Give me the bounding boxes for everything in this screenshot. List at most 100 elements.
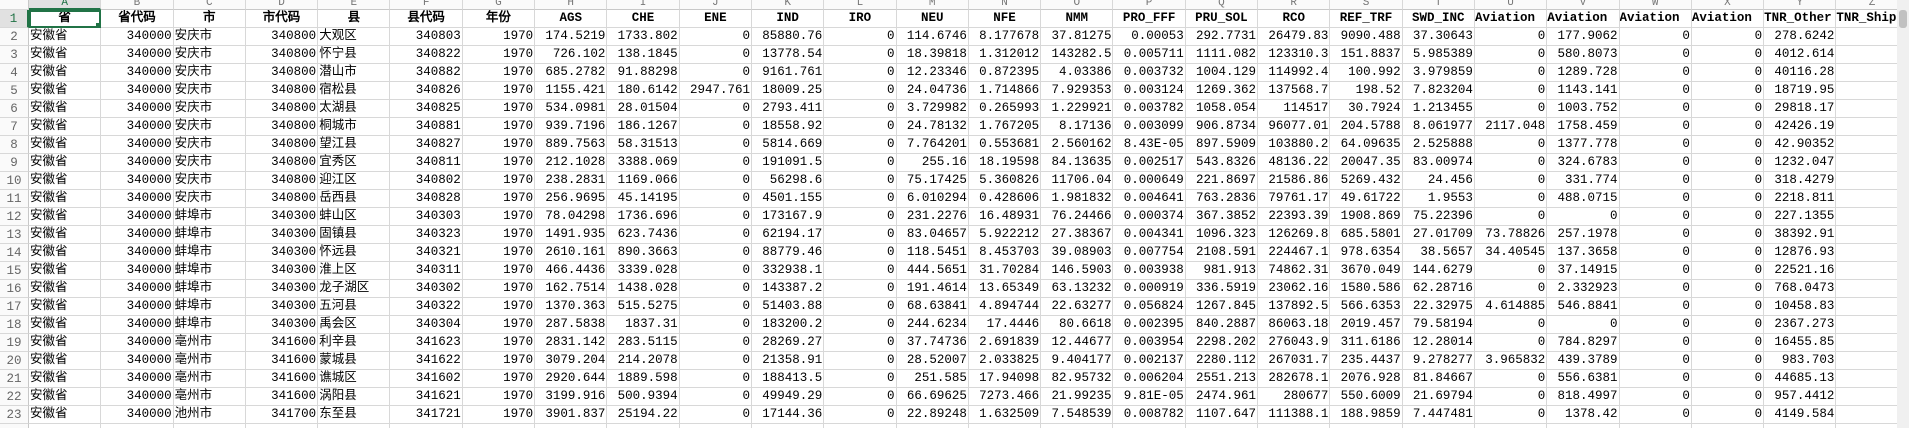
cell-U9[interactable]: 0: [1474, 154, 1548, 172]
cell-F16[interactable]: 340302: [390, 280, 463, 298]
column-header-Q[interactable]: Q: [1185, 0, 1259, 10]
cell-Y19[interactable]: 16455.85: [1764, 334, 1837, 352]
cell-I7[interactable]: 186.1267: [607, 118, 680, 136]
cell-B5[interactable]: 340000: [101, 82, 174, 100]
cell-G19[interactable]: 1970: [462, 334, 536, 352]
cell-J5[interactable]: 2947.761: [679, 82, 752, 100]
cell-A19[interactable]: 安徽省: [29, 334, 102, 352]
cell-P10[interactable]: 0.000649: [1113, 172, 1186, 190]
cell-X7[interactable]: 0: [1691, 118, 1765, 136]
cell-A8[interactable]: 安徽省: [29, 136, 102, 154]
cell-O15[interactable]: 146.5903: [1041, 262, 1114, 280]
cell-J10[interactable]: 0: [679, 172, 752, 190]
cell-A4[interactable]: 安徽省: [29, 64, 102, 82]
cell-U7[interactable]: 2117.048: [1474, 118, 1548, 136]
cell-B10[interactable]: 340000: [101, 172, 174, 190]
cell-V16[interactable]: 2.332923: [1547, 280, 1620, 298]
cell-E9[interactable]: 宜秀区: [318, 154, 391, 172]
cell-Y17[interactable]: 10458.83: [1764, 298, 1837, 316]
cell-Z23[interactable]: 0: [1836, 406, 1897, 424]
cell[interactable]: [29, 424, 102, 428]
cell-A6[interactable]: 安徽省: [29, 100, 102, 118]
cell-B4[interactable]: 340000: [101, 64, 174, 82]
cell-P9[interactable]: 0.002517: [1113, 154, 1186, 172]
cell-G16[interactable]: 1970: [462, 280, 536, 298]
cell-K6[interactable]: 2793.411: [751, 100, 825, 118]
cell-D8[interactable]: 340800: [245, 136, 319, 154]
cell-N7[interactable]: 1.767205: [968, 118, 1042, 136]
row-number[interactable]: 23: [0, 406, 29, 424]
cell-R14[interactable]: 224467.1: [1258, 244, 1331, 262]
row-number[interactable]: 12: [0, 208, 29, 226]
cell-G9[interactable]: 1970: [462, 154, 536, 172]
cell-N18[interactable]: 17.4446: [968, 316, 1042, 334]
cell-E6[interactable]: 太湖县: [318, 100, 391, 118]
cell[interactable]: [752, 424, 825, 428]
cell-H5[interactable]: 1155.421: [535, 82, 608, 100]
cell-L9[interactable]: 0: [824, 154, 897, 172]
cell-J16[interactable]: 0: [679, 280, 752, 298]
cell-H4[interactable]: 685.2782: [535, 64, 608, 82]
cell-U5[interactable]: 0: [1474, 82, 1548, 100]
cell-Z8[interactable]: 0: [1836, 136, 1897, 154]
cell-K23[interactable]: 17144.36: [751, 406, 825, 424]
cell-J17[interactable]: 0: [679, 298, 752, 316]
cell-O10[interactable]: 11706.04: [1041, 172, 1114, 190]
column-header-H[interactable]: H: [535, 0, 608, 10]
cell-N12[interactable]: 16.48931: [968, 208, 1042, 226]
cell-K14[interactable]: 88779.46: [751, 244, 825, 262]
cell-B6[interactable]: 340000: [101, 100, 174, 118]
cell-M18[interactable]: 244.6234: [896, 316, 969, 334]
cell-R2[interactable]: 26479.83: [1258, 28, 1331, 46]
cell-A11[interactable]: 安徽省: [29, 190, 102, 208]
cell-I12[interactable]: 1736.696: [607, 208, 680, 226]
cell-I5[interactable]: 180.6142: [607, 82, 680, 100]
cell-I9[interactable]: 3388.069: [607, 154, 680, 172]
cell[interactable]: [1836, 424, 1897, 428]
cell-O19[interactable]: 12.44677: [1041, 334, 1114, 352]
cell-H16[interactable]: 162.7514: [535, 280, 608, 298]
cell-N14[interactable]: 8.453703: [968, 244, 1042, 262]
header-cell-N[interactable]: NFE: [968, 10, 1042, 28]
cell-P5[interactable]: 0.003124: [1113, 82, 1186, 100]
column-header-X[interactable]: X: [1691, 0, 1765, 10]
cell-T2[interactable]: 37.30643: [1402, 28, 1475, 46]
cell-Q7[interactable]: 906.8734: [1185, 118, 1259, 136]
cell-I14[interactable]: 890.3663: [607, 244, 680, 262]
cell-A16[interactable]: 安徽省: [29, 280, 102, 298]
cell-K11[interactable]: 4501.155: [751, 190, 825, 208]
column-header-Z[interactable]: Z: [1836, 0, 1897, 10]
cell-B2[interactable]: 340000: [101, 28, 174, 46]
cell-D19[interactable]: 341600: [245, 334, 319, 352]
cell-D20[interactable]: 341600: [245, 352, 319, 370]
cell-S22[interactable]: 550.6009: [1330, 388, 1403, 406]
cell-X5[interactable]: 0: [1691, 82, 1765, 100]
cell-C6[interactable]: 安庆市: [173, 100, 246, 118]
cell-S12[interactable]: 1908.869: [1330, 208, 1403, 226]
cell-X14[interactable]: 0: [1691, 244, 1765, 262]
cell-V13[interactable]: 257.1978: [1547, 226, 1620, 244]
cell-R20[interactable]: 267031.7: [1258, 352, 1331, 370]
cell-S19[interactable]: 311.6186: [1330, 334, 1403, 352]
cell-F22[interactable]: 341621: [390, 388, 463, 406]
cell-E12[interactable]: 蚌山区: [318, 208, 391, 226]
header-cell-Y[interactable]: TNR_Other: [1764, 10, 1837, 28]
cell-R8[interactable]: 103880.2: [1258, 136, 1331, 154]
column-header-R[interactable]: R: [1258, 0, 1331, 10]
cell-B23[interactable]: 340000: [101, 406, 174, 424]
cell-C20[interactable]: 亳州市: [173, 352, 246, 370]
cell-A3[interactable]: 安徽省: [29, 46, 102, 64]
cell-C7[interactable]: 安庆市: [173, 118, 246, 136]
cell-Z5[interactable]: 0: [1836, 82, 1897, 100]
cell-P21[interactable]: 0.006204: [1113, 370, 1186, 388]
cell-N8[interactable]: 0.553681: [968, 136, 1042, 154]
cell-I23[interactable]: 25194.22: [607, 406, 680, 424]
cell-I15[interactable]: 3339.028: [607, 262, 680, 280]
cell-T16[interactable]: 62.28716: [1402, 280, 1475, 298]
cell-C21[interactable]: 亳州市: [173, 370, 246, 388]
cell-E13[interactable]: 固镇县: [318, 226, 391, 244]
cell-L11[interactable]: 0: [824, 190, 897, 208]
cell-I11[interactable]: 45.14195: [607, 190, 680, 208]
cell-W12[interactable]: 0: [1619, 208, 1692, 226]
cell-A7[interactable]: 安徽省: [29, 118, 102, 136]
